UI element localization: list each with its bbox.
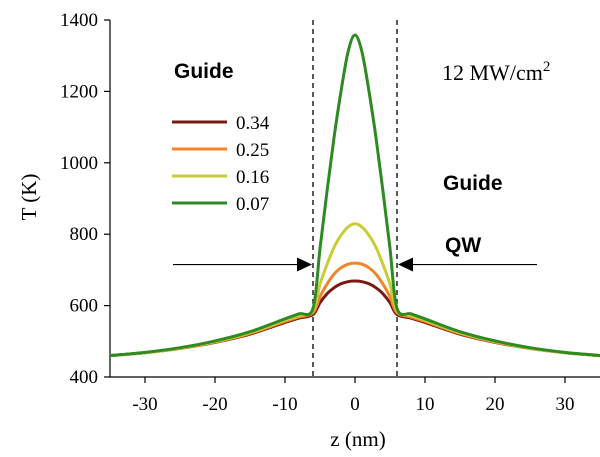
qw-boundary-lines bbox=[312, 20, 398, 377]
x-tick-label: 20 bbox=[486, 394, 505, 415]
legend-label-0.07: 0.07 bbox=[236, 194, 269, 215]
legend: 0.34 0.25 0.16 0.07 bbox=[172, 113, 270, 215]
left-arrow-head bbox=[297, 257, 312, 272]
x-tick-label: -10 bbox=[272, 394, 297, 415]
x-tick-label: -20 bbox=[202, 394, 227, 415]
y-tick-label: 1200 bbox=[60, 81, 98, 102]
power-density-label: 12 MW/cm2 bbox=[442, 59, 550, 85]
x-axis-title: z (nm) bbox=[330, 427, 385, 451]
right-arrow-head bbox=[398, 257, 413, 272]
series-line-0.16 bbox=[109, 222, 600, 358]
y-tick-label: 1400 bbox=[60, 10, 98, 31]
series-line-0.07 bbox=[109, 33, 600, 358]
y-axis-title: T (K) bbox=[17, 174, 41, 221]
x-tick-label: -30 bbox=[132, 394, 157, 415]
qw-label: QW bbox=[445, 234, 481, 257]
qw-arrows bbox=[173, 257, 537, 272]
power-density-value: 12 MW/cm bbox=[442, 60, 543, 85]
y-tick-label: 800 bbox=[70, 224, 99, 245]
legend-label-0.16: 0.16 bbox=[236, 167, 269, 188]
guide-label-right: Guide bbox=[443, 172, 503, 195]
guide-label-left: Guide bbox=[174, 60, 234, 83]
y-tick-label: 400 bbox=[70, 367, 99, 388]
y-tick-label: 600 bbox=[70, 296, 99, 317]
legend-label-0.25: 0.25 bbox=[236, 140, 269, 161]
series-line-0.25 bbox=[109, 261, 600, 358]
x-tick-label: 10 bbox=[416, 394, 435, 415]
y-tick-label: 1000 bbox=[60, 153, 98, 174]
series-line-0.34 bbox=[109, 279, 600, 358]
power-density-exponent: 2 bbox=[543, 59, 551, 75]
x-tick-label: 0 bbox=[350, 394, 360, 415]
x-tick-label: 30 bbox=[556, 394, 575, 415]
axes: 400 600 800 1000 1200 1400 -30 -20 -10 0 10 20 30 bbox=[60, 10, 600, 415]
series-lines bbox=[109, 33, 600, 358]
legend-label-0.34: 0.34 bbox=[236, 113, 270, 134]
